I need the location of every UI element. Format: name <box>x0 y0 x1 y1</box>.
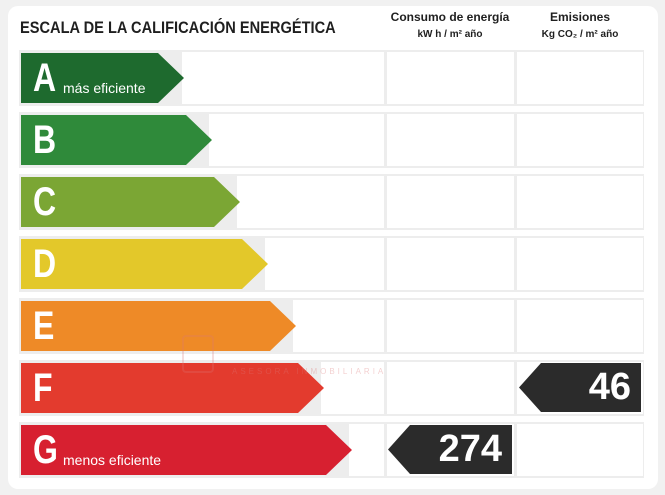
energy-cell <box>387 238 514 290</box>
rating-cell <box>265 238 384 290</box>
emissions-cell <box>517 238 643 290</box>
rating-cell <box>209 114 384 166</box>
rating-description: más eficiente <box>63 80 146 96</box>
rating-row-g: G menos eficiente 274 <box>19 422 644 478</box>
rating-cell <box>321 362 384 414</box>
energy-column-unit: kW h / m² año <box>417 29 483 40</box>
rating-letter: A <box>33 56 57 100</box>
emissions-cell <box>517 176 643 228</box>
watermark-text: ASESORA INMOBILIARIA <box>232 367 387 376</box>
rating-letter: D <box>33 242 57 286</box>
emissions-cell <box>517 114 643 166</box>
emissions-column-header: Emisiones Kg CO₂ / m² año <box>516 10 644 40</box>
emissions-value: 46 <box>588 366 631 408</box>
emissions-cell <box>517 52 643 104</box>
page-title: ESCALA DE LA CALIFICACIÓN ENERGÉTICA <box>20 18 336 37</box>
rating-letter: E <box>33 304 55 348</box>
energy-column-header: Consumo de energía kW h / m² año <box>386 10 514 40</box>
emissions-cell <box>517 424 643 476</box>
energy-value: 274 <box>438 428 502 470</box>
rating-arrow-g: G menos eficiente <box>21 425 352 475</box>
emissions-value-indicator: 46 <box>519 363 641 412</box>
watermark-logo <box>182 335 214 373</box>
energy-cell <box>387 52 514 104</box>
rating-arrow-a: A más eficiente <box>21 53 184 103</box>
rating-row-a: A más eficiente <box>19 50 644 106</box>
rating-cell <box>182 52 384 104</box>
energy-cell <box>387 300 514 352</box>
energy-cell <box>387 362 514 414</box>
energy-cell <box>387 114 514 166</box>
emissions-column-title: Emisiones <box>549 10 611 24</box>
rating-row-f: F 46 <box>19 360 644 416</box>
rating-arrow-b: B <box>21 115 212 165</box>
energy-cell <box>387 176 514 228</box>
emissions-cell <box>517 300 643 352</box>
rating-cell <box>349 424 384 476</box>
rating-arrow-f: F <box>21 363 324 413</box>
rating-row-d: D <box>19 236 644 292</box>
rating-row-c: C <box>19 174 644 230</box>
rating-arrow-d: D <box>21 239 268 289</box>
emissions-column-unit: Kg CO₂ / m² año <box>541 29 619 40</box>
rating-row-e: E <box>19 298 644 354</box>
rating-letter: F <box>33 366 53 410</box>
energy-column-title: Consumo de energía <box>390 10 510 24</box>
rating-arrow-e: E <box>21 301 296 351</box>
rating-row-b: B <box>19 112 644 168</box>
energy-value-indicator: 274 <box>388 425 512 474</box>
rating-arrow-c: C <box>21 177 240 227</box>
rating-description: menos eficiente <box>63 452 162 468</box>
rating-cell <box>293 300 384 352</box>
rating-letter: G <box>33 428 58 472</box>
rating-letter: C <box>33 180 57 224</box>
rating-letter: B <box>33 118 57 162</box>
rating-cell <box>237 176 384 228</box>
